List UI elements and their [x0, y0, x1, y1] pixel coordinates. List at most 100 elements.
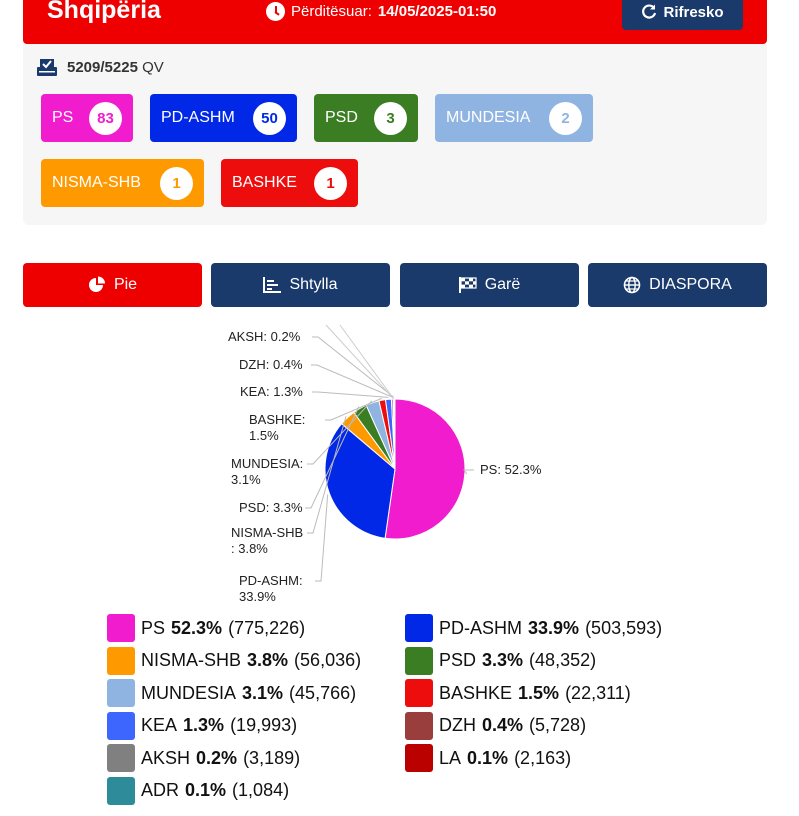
- legend-percent: 3.3%: [482, 650, 524, 670]
- legend-swatch: [107, 679, 135, 707]
- legend-party-name: MUNDESIA: [141, 682, 237, 703]
- legend-swatch: [107, 744, 135, 772]
- stations-count: 5209/5225: [67, 58, 138, 76]
- legend-swatch: [107, 711, 135, 740]
- globe-icon: [623, 276, 641, 294]
- slice-label: NISMA-SHB: 3.8%: [231, 525, 303, 556]
- leader-line: [463, 469, 474, 475]
- legend-votes: (3,189): [243, 747, 301, 768]
- legend-swatch: [405, 646, 433, 675]
- leader-line: [311, 364, 393, 398]
- legend-item-mundesia[interactable]: MUNDESIA 3.1% (45,766): [107, 678, 356, 708]
- legend-votes: (503,593): [585, 617, 663, 638]
- seat-chip-nisma-shb: NISMA-SHB 1: [41, 159, 204, 207]
- slice-label: BASHKE: 1.5%: [249, 412, 305, 443]
- seat-chip-mundesia: MUNDESIA 2: [435, 94, 593, 142]
- legend-percent: 0.1%: [467, 747, 509, 768]
- legend-item-kea[interactable]: KEA 1.3% (19,993): [107, 711, 297, 741]
- seat-count-badge: 83: [89, 101, 122, 135]
- leader-line: [305, 406, 360, 509]
- ballot-box-icon: [37, 59, 57, 76]
- legend-votes: (45,766): [289, 682, 357, 703]
- legend-item-bashke[interactable]: BASHKE 1.5% (22,311): [405, 678, 631, 708]
- slice-label: AKSH: 0.2%: [228, 329, 301, 344]
- seat-party-label: PD-ASHM: [161, 109, 235, 126]
- legend-item-adr[interactable]: ADR 0.1% (1,084): [107, 776, 289, 806]
- refresh-icon: [642, 4, 657, 19]
- legend-votes: (775,226): [228, 617, 306, 638]
- legend-votes: (48,352): [529, 650, 597, 670]
- header-bar: Shqipëria Përditësuar: 14/05/2025-01:50 …: [23, 0, 767, 44]
- legend-percent: 0.1%: [185, 780, 227, 800]
- legend-swatch: [405, 679, 433, 707]
- legend-item-pd-ashm[interactable]: PD-ASHM 33.9% (503,593): [405, 613, 662, 643]
- legend-item-aksh[interactable]: AKSH 0.2% (3,189): [107, 743, 300, 773]
- legend-percent: 1.3%: [183, 715, 225, 735]
- legend-percent: 0.2%: [196, 747, 238, 768]
- legend-swatch: [405, 711, 433, 740]
- tab-label: Pie: [113, 276, 138, 293]
- legend-percent: 3.1%: [242, 682, 284, 703]
- legend-percent: 52.3%: [171, 617, 223, 638]
- legend-percent: 33.9%: [528, 617, 580, 638]
- polling-stations-count: 5209/5225 QV: [37, 58, 164, 76]
- pie-slice-ps[interactable]: [384, 398, 466, 540]
- legend-swatch: [107, 776, 135, 805]
- legend-party-name: BASHKE: [439, 682, 513, 703]
- legend-item-psd[interactable]: PSD 3.3% (48,352): [405, 646, 596, 676]
- tab-shtylla[interactable]: Shtylla: [211, 263, 390, 307]
- slice-label: KEA: 1.3%: [240, 384, 303, 399]
- legend-percent: 3.8%: [247, 650, 289, 670]
- tab-gare[interactable]: Garë: [400, 263, 579, 307]
- legend-votes: (5,728): [529, 715, 587, 735]
- bar-chart-icon: [263, 277, 282, 293]
- legend-party-name: AKSH: [141, 747, 191, 768]
- legend-votes: (56,036): [294, 650, 362, 670]
- legend-swatch: [107, 646, 135, 675]
- page-title: Shqipëria: [47, 0, 161, 24]
- legend-votes: (22,311): [565, 682, 631, 703]
- pie-chart: PS: 52.3% PD-ASHM: 33.9% NISMA-SHB: 3.8% PSD…: [228, 324, 542, 604]
- legend-item-dzh[interactable]: DZH 0.4% (5,728): [405, 711, 586, 741]
- legend-party-name: ADR: [141, 780, 180, 800]
- leader-line: [312, 336, 394, 398]
- seat-count-badge: 3: [374, 101, 407, 135]
- seat-party-label: BASHKE: [232, 174, 297, 191]
- tab-diaspora[interactable]: DIASPORA: [588, 263, 767, 307]
- slice-label: PD-ASHM: 33.9%: [239, 573, 303, 604]
- pie-chart-icon: [88, 276, 105, 292]
- refresh-button[interactable]: Rifresko: [622, 0, 743, 30]
- legend-party-name: PD-ASHM: [439, 617, 523, 638]
- legend-item-nisma-shb[interactable]: NISMA-SHB 3.8% (56,036): [107, 646, 361, 676]
- tab-label: Garë: [484, 276, 521, 293]
- slice-label: PS: 52.3%: [480, 462, 542, 477]
- legend-item-la[interactable]: LA 0.1% (2,163): [405, 743, 571, 773]
- legend-votes: (2,163): [514, 747, 572, 768]
- legend-votes: (19,993): [230, 715, 298, 735]
- race-flag-icon: [458, 277, 477, 293]
- pie-slice-pd-ashm[interactable]: [324, 422, 396, 539]
- updated-label: Përditësuar:: [291, 3, 372, 20]
- tab-label: Shtylla: [289, 276, 338, 293]
- refresh-label: Rifresko: [663, 3, 724, 21]
- seat-count-badge: 50: [253, 101, 286, 135]
- seat-count-badge: 1: [160, 166, 193, 200]
- leader-line: [307, 400, 373, 465]
- seat-party-label: MUNDESIA: [446, 109, 531, 126]
- legend-percent: 0.4%: [482, 715, 524, 735]
- legend-party-name: PSD: [439, 650, 477, 670]
- leader-line: [307, 416, 347, 534]
- last-updated: Përditësuar: 14/05/2025-01:50: [266, 2, 496, 21]
- leader-line: [325, 397, 383, 421]
- leader-line: [339, 324, 395, 400]
- legend-swatch: [405, 614, 433, 642]
- seat-party-label: PSD: [325, 109, 358, 126]
- slice-label: PSD: 3.3%: [239, 500, 303, 515]
- tab-label: DIASPORA: [649, 276, 732, 293]
- leader-line: [315, 494, 329, 582]
- tab-pie[interactable]: Pie: [23, 263, 202, 307]
- legend-item-ps[interactable]: PS 52.3% (775,226): [107, 613, 305, 643]
- seat-count-badge: 1: [314, 166, 347, 200]
- legend-party-name: DZH: [439, 715, 476, 735]
- summary-card: 5209/5225 QV PS 83 PD-ASHM 50 PSD 3 MUND…: [23, 44, 767, 225]
